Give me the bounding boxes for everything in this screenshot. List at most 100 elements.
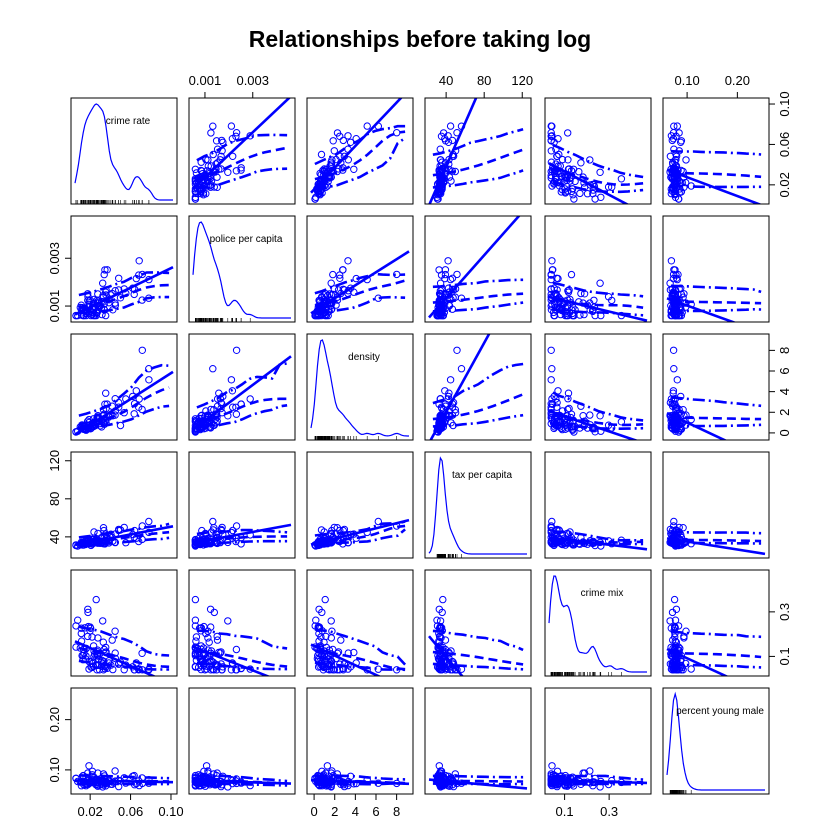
smoother-line: [196, 535, 288, 543]
data-point: [669, 346, 678, 354]
spread-lower-line: [670, 185, 762, 189]
data-point: [682, 627, 690, 635]
smoother-line: [552, 413, 644, 427]
spread-lower-line: [670, 663, 762, 669]
y-tick-label: 4: [777, 388, 792, 395]
x-tick-label: 0.02: [77, 804, 102, 819]
data-point: [672, 403, 680, 411]
data-point: [318, 767, 326, 775]
linear-fit-line: [428, 216, 521, 319]
spread-lower-line: [670, 307, 762, 313]
data-point: [327, 279, 335, 287]
density-curve: [310, 339, 409, 437]
panel-3-5: [666, 517, 766, 556]
data-point: [109, 665, 117, 674]
spread-lower-line: [196, 404, 288, 429]
data-point: [138, 522, 147, 530]
data-point: [344, 257, 352, 265]
smoother-line: [552, 779, 644, 784]
data-point: [672, 666, 680, 674]
panel-5-5: [666, 691, 765, 794]
data-point: [449, 286, 458, 294]
panel-frame: [188, 333, 296, 441]
data-point: [94, 634, 102, 642]
panel-frame: [424, 215, 532, 323]
panel-frame: [70, 97, 178, 205]
data-point: [102, 389, 110, 397]
data-point: [317, 633, 325, 641]
data-point: [547, 275, 555, 284]
panel-2-1: [191, 346, 292, 436]
data-point: [339, 166, 347, 174]
data-point: [437, 271, 446, 279]
data-point: [237, 164, 245, 172]
data-point: [437, 132, 446, 141]
data-point: [570, 195, 578, 203]
x-tick-label: 0: [310, 804, 317, 819]
spread-upper-line: [432, 127, 524, 156]
data-point: [210, 666, 218, 674]
data-point: [566, 177, 574, 185]
panel-frame: [662, 687, 770, 795]
data-point: [77, 629, 86, 638]
data-point: [217, 152, 225, 161]
data-point: [682, 156, 690, 164]
data-point: [564, 156, 572, 164]
panel-frame: [70, 569, 178, 677]
data-point: [672, 176, 681, 185]
data-point: [604, 293, 613, 301]
spread-upper-line: [78, 271, 170, 297]
data-point: [218, 136, 226, 145]
data-point: [334, 648, 343, 656]
data-point: [576, 189, 584, 198]
variable-label: crime rate: [106, 116, 151, 127]
y-tick-label: 0: [777, 429, 792, 436]
panel-3-2: [310, 517, 410, 550]
data-point: [336, 271, 344, 279]
linear-fit-line: [74, 370, 174, 436]
data-point: [547, 271, 555, 279]
spread-lower-line: [432, 662, 524, 671]
data-point: [191, 188, 200, 196]
density-curve: [192, 221, 291, 319]
data-point: [328, 627, 336, 635]
spread-lower-line: [78, 295, 170, 315]
data-point: [74, 542, 82, 550]
panel-1-2: [310, 250, 410, 320]
panel-frame: [424, 569, 532, 677]
spread-upper-line: [670, 630, 762, 639]
data-point: [586, 156, 594, 164]
data-point: [224, 168, 232, 177]
density-curve: [74, 103, 173, 201]
spread-upper-line: [314, 272, 406, 295]
density-curve: [666, 691, 765, 791]
data-point: [548, 395, 556, 403]
data-point: [564, 129, 572, 137]
data-point: [108, 636, 116, 644]
data-point: [569, 191, 577, 199]
data-point: [583, 190, 592, 198]
spread-lower-line: [196, 782, 288, 787]
data-point: [672, 132, 680, 141]
panel-frame: [188, 569, 296, 677]
x-tick-label: 80: [477, 73, 491, 88]
data-point: [374, 517, 382, 526]
data-point: [591, 428, 599, 436]
spread-lower-line: [196, 661, 288, 671]
data-point: [213, 395, 222, 403]
panel-frame: [544, 569, 652, 677]
data-point: [92, 595, 100, 604]
data-point: [84, 605, 92, 613]
panel-5-2: [310, 762, 410, 791]
data-point: [314, 651, 322, 660]
data-point: [209, 517, 217, 526]
data-point: [586, 411, 594, 419]
variable-label: tax per capita: [452, 470, 512, 481]
spread-upper-line: [314, 628, 407, 666]
data-point: [679, 406, 687, 414]
spread-lower-line: [314, 782, 406, 786]
spread-upper-line: [314, 124, 406, 166]
spread-lower-line: [78, 659, 170, 671]
data-point: [213, 632, 221, 641]
panel-4-4: [548, 575, 647, 676]
